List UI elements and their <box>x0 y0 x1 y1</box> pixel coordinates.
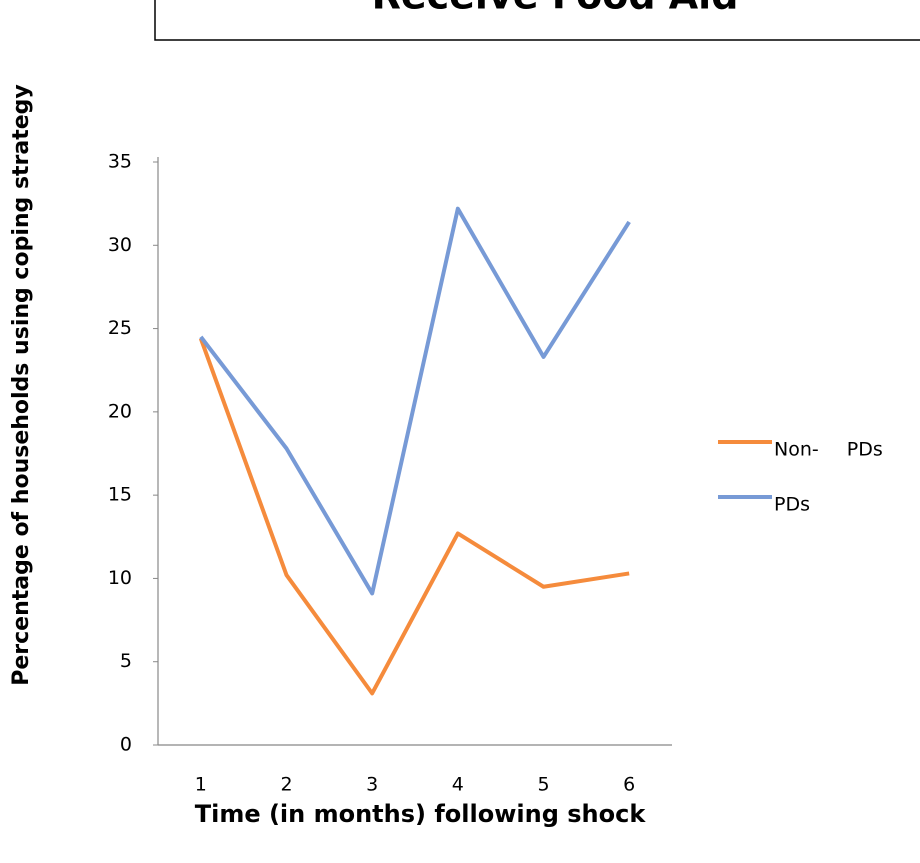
x-axis-label: Time (in months) following shock <box>195 800 647 828</box>
x-tick-label: 5 <box>537 774 549 796</box>
y-tick-label: 10 <box>108 567 132 589</box>
y-tick-label: 25 <box>108 317 132 339</box>
x-tick-label: 4 <box>452 774 464 796</box>
chart-title: Receive Food Aid <box>372 0 739 18</box>
x-tick-label: 6 <box>623 774 635 796</box>
series-line <box>199 206 631 596</box>
series-line <box>198 337 630 696</box>
x-tick-label: 2 <box>280 774 292 796</box>
title-box <box>154 0 920 41</box>
y-tick-label: 20 <box>108 400 132 422</box>
y-tick-label: 15 <box>108 484 132 506</box>
y-tick-label: 30 <box>108 234 132 256</box>
y-tick-label: 35 <box>108 151 132 173</box>
legend-label: PDs <box>774 494 810 516</box>
legend-label: Non- PDs <box>774 439 883 461</box>
x-tick-label: 1 <box>195 774 207 796</box>
y-axis-label: Percentage of households using coping st… <box>9 84 34 686</box>
y-tick-label: 0 <box>120 734 132 756</box>
y-tick-label: 5 <box>120 650 132 672</box>
x-tick-label: 3 <box>366 774 378 796</box>
